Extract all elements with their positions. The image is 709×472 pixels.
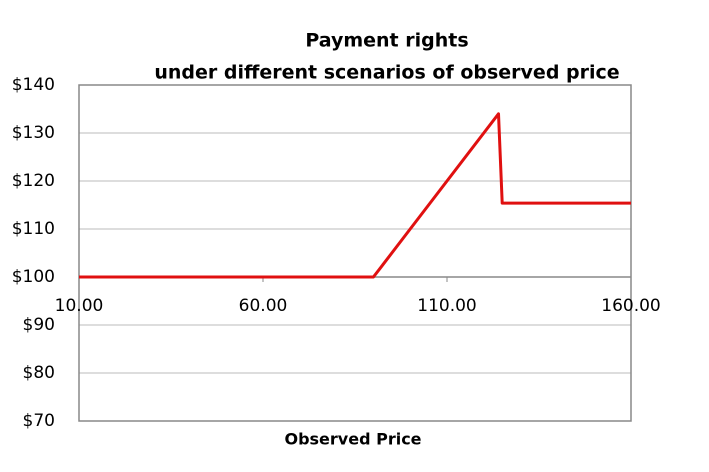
chart-subtitle: under different scenarios of observed pr… xyxy=(154,62,619,84)
x-tick-label: 110.00 xyxy=(417,296,476,316)
x-tick-label: 60.00 xyxy=(239,296,288,316)
x-tick-label: 10.00 xyxy=(55,296,104,316)
y-tick-label: $90 xyxy=(23,315,55,335)
y-tick-label: $100 xyxy=(12,267,55,287)
y-tick-label: $80 xyxy=(23,363,55,383)
y-tick-label: $140 xyxy=(12,75,55,95)
data-line xyxy=(79,112,631,279)
y-tick-label: $70 xyxy=(23,411,55,431)
y-tick-label: $110 xyxy=(12,219,55,239)
y-tick-label: $120 xyxy=(12,171,55,191)
y-tick-label: $130 xyxy=(12,123,55,143)
x-axis-label: Observed Price xyxy=(284,430,421,449)
x-tick-label: 160.00 xyxy=(601,296,660,316)
plot-border xyxy=(78,84,632,422)
chart-title: Payment rights xyxy=(305,30,468,52)
